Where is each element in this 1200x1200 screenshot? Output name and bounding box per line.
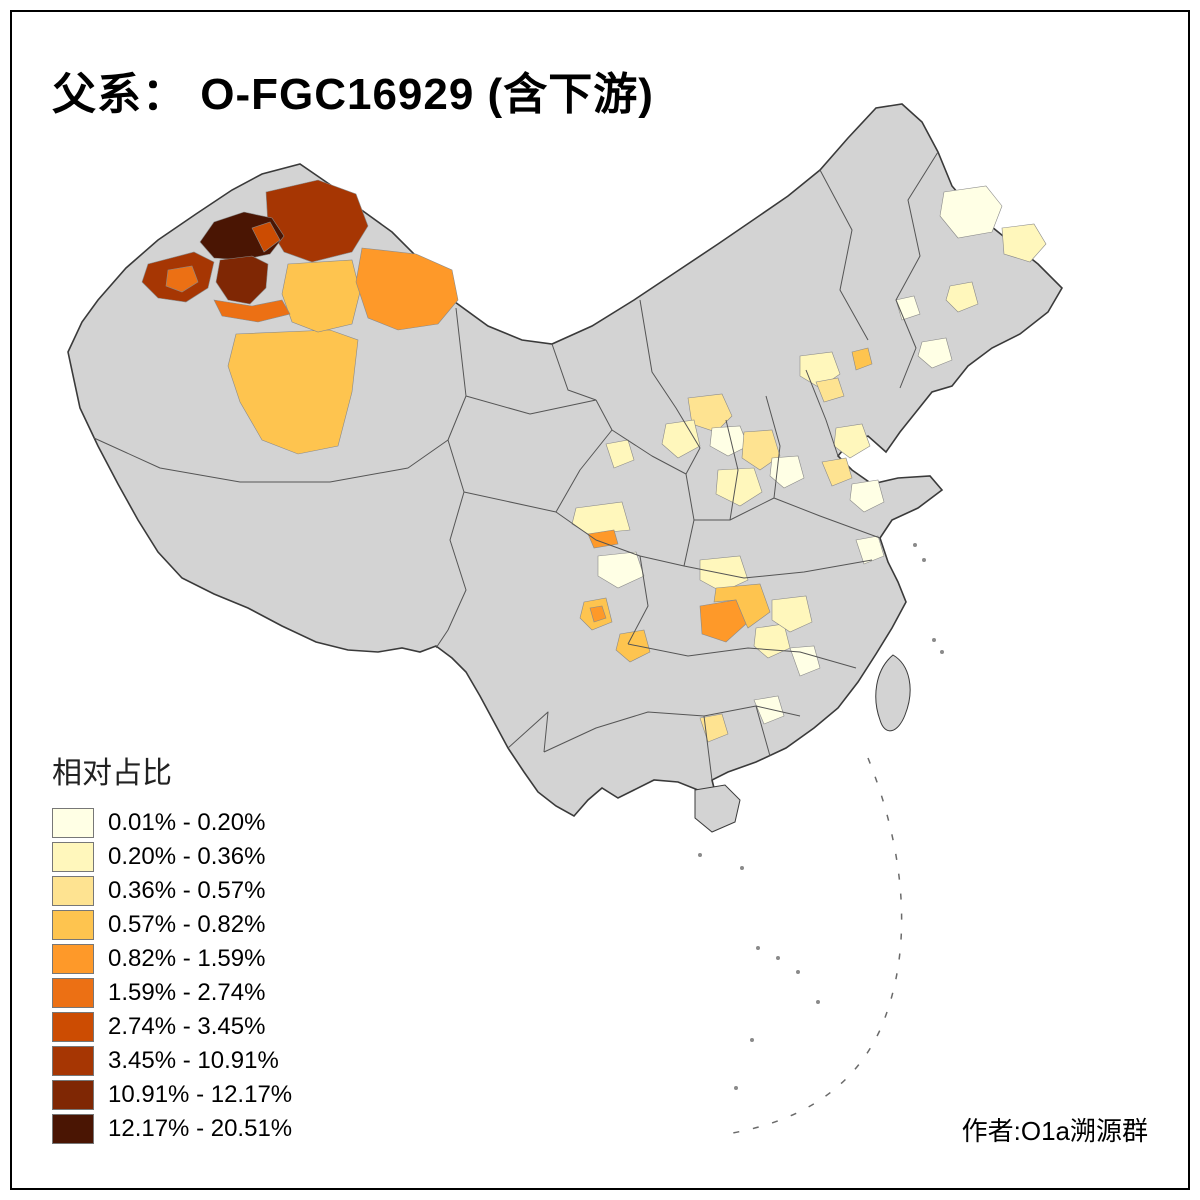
- page-title: 父系： O-FGC16929 (含下游): [52, 70, 654, 119]
- map-region-ili-mid-dark: [251, 221, 281, 253]
- legend-swatch: [52, 910, 94, 940]
- map-region-guangdong: [753, 695, 785, 725]
- legend-row: 3.45% - 10.91%: [52, 1046, 292, 1076]
- legend-swatch: [52, 944, 94, 974]
- legend-label: 0.20% - 0.36%: [108, 843, 266, 870]
- map-region-liaoning-pale: [917, 337, 953, 369]
- legend-label: 0.82% - 1.59%: [108, 945, 266, 972]
- legend-label: 10.91% - 12.17%: [108, 1081, 293, 1108]
- map-region-ili-west-inner: [165, 265, 199, 293]
- hainan-island: [694, 784, 741, 833]
- map-region-shanxi-2: [709, 425, 749, 457]
- legend-label: 2.74% - 3.45%: [108, 1013, 266, 1040]
- legend-label: 0.36% - 0.57%: [108, 877, 266, 904]
- legend-swatch: [52, 842, 94, 872]
- map-region-hebei-2: [815, 377, 845, 403]
- map-region-guizhou-west: [615, 629, 651, 663]
- legend: 相对占比 0.01% - 0.20% 0.20% - 0.36% 0.36% -…: [52, 748, 292, 1148]
- province-borders: [93, 151, 939, 781]
- legend-row: 10.91% - 12.17%: [52, 1080, 292, 1110]
- legend-label: 0.01% - 0.20%: [108, 809, 266, 836]
- map-region-hunan-2: [771, 595, 813, 633]
- map-region-shandong-2: [821, 457, 853, 487]
- legend-label: 3.45% - 10.91%: [108, 1047, 279, 1074]
- legend-row: 0.36% - 0.57%: [52, 876, 292, 906]
- legend-row: 2.74% - 3.45%: [52, 1012, 292, 1042]
- map-region-ili-strip: [213, 299, 291, 323]
- map-region-xinjiang-east: [355, 247, 459, 331]
- map-region-shanxi-3: [741, 429, 781, 471]
- legend-row: 12.17% - 20.51%: [52, 1114, 292, 1144]
- map-region-gansu-small: [605, 439, 635, 469]
- china-mainland-shape: [67, 103, 1064, 818]
- map-region-henan-2: [769, 455, 805, 489]
- map-region-shanxi-1: [687, 393, 733, 433]
- legend-swatch: [52, 876, 94, 906]
- map-region-xinjiang-south: [227, 329, 359, 455]
- map-region-xinjiang-middle: [281, 259, 361, 333]
- legend-label: 1.59% - 2.74%: [108, 979, 266, 1006]
- legend-swatch: [52, 1114, 94, 1144]
- nine-dash-line: [719, 757, 903, 1136]
- map-region-yibin-core: [589, 605, 607, 623]
- map-region-ili-south-dark: [215, 255, 269, 305]
- map-region-jiangsu-1: [849, 479, 885, 513]
- legend-swatch: [52, 1080, 94, 1110]
- map-region-shaanxi-1: [661, 419, 701, 459]
- legend-row: 0.01% - 0.20%: [52, 808, 292, 838]
- map-region-shandong-1: [833, 423, 871, 459]
- map-region-jiangsu-2: [855, 535, 885, 565]
- map-region-guizhou-orange: [699, 599, 747, 643]
- map-region-jilin: [945, 281, 979, 313]
- author-credit: 作者:O1a溯源群: [961, 1116, 1148, 1146]
- legend-row: 0.57% - 0.82%: [52, 910, 292, 940]
- legend-row: 0.82% - 1.59%: [52, 944, 292, 974]
- map-region-henan-1: [715, 467, 763, 507]
- legend-title: 相对占比: [52, 757, 172, 790]
- legend-swatch: [52, 808, 94, 838]
- map-region-guangxi: [699, 713, 729, 743]
- legend-swatch: [52, 1046, 94, 1076]
- sea-islets: [698, 543, 944, 1090]
- legend-swatch: [52, 978, 94, 1008]
- legend-label: 0.57% - 0.82%: [108, 911, 266, 938]
- map-region-sichuan-orange-strip: [587, 529, 619, 549]
- map-region-jiangxi: [789, 645, 821, 677]
- map-region-heilongjiang-2: [1001, 223, 1047, 263]
- taiwan-island: [875, 654, 911, 732]
- legend-row: 1.59% - 2.74%: [52, 978, 292, 1008]
- map-region-liaoning-orange: [851, 347, 873, 371]
- legend-row: 0.20% - 0.36%: [52, 842, 292, 872]
- legend-label: 12.17% - 20.51%: [108, 1115, 293, 1142]
- legend-swatch: [52, 1012, 94, 1042]
- map-region-guizhou-ring: [713, 583, 771, 629]
- map-region-heilongjiang-1: [939, 185, 1003, 239]
